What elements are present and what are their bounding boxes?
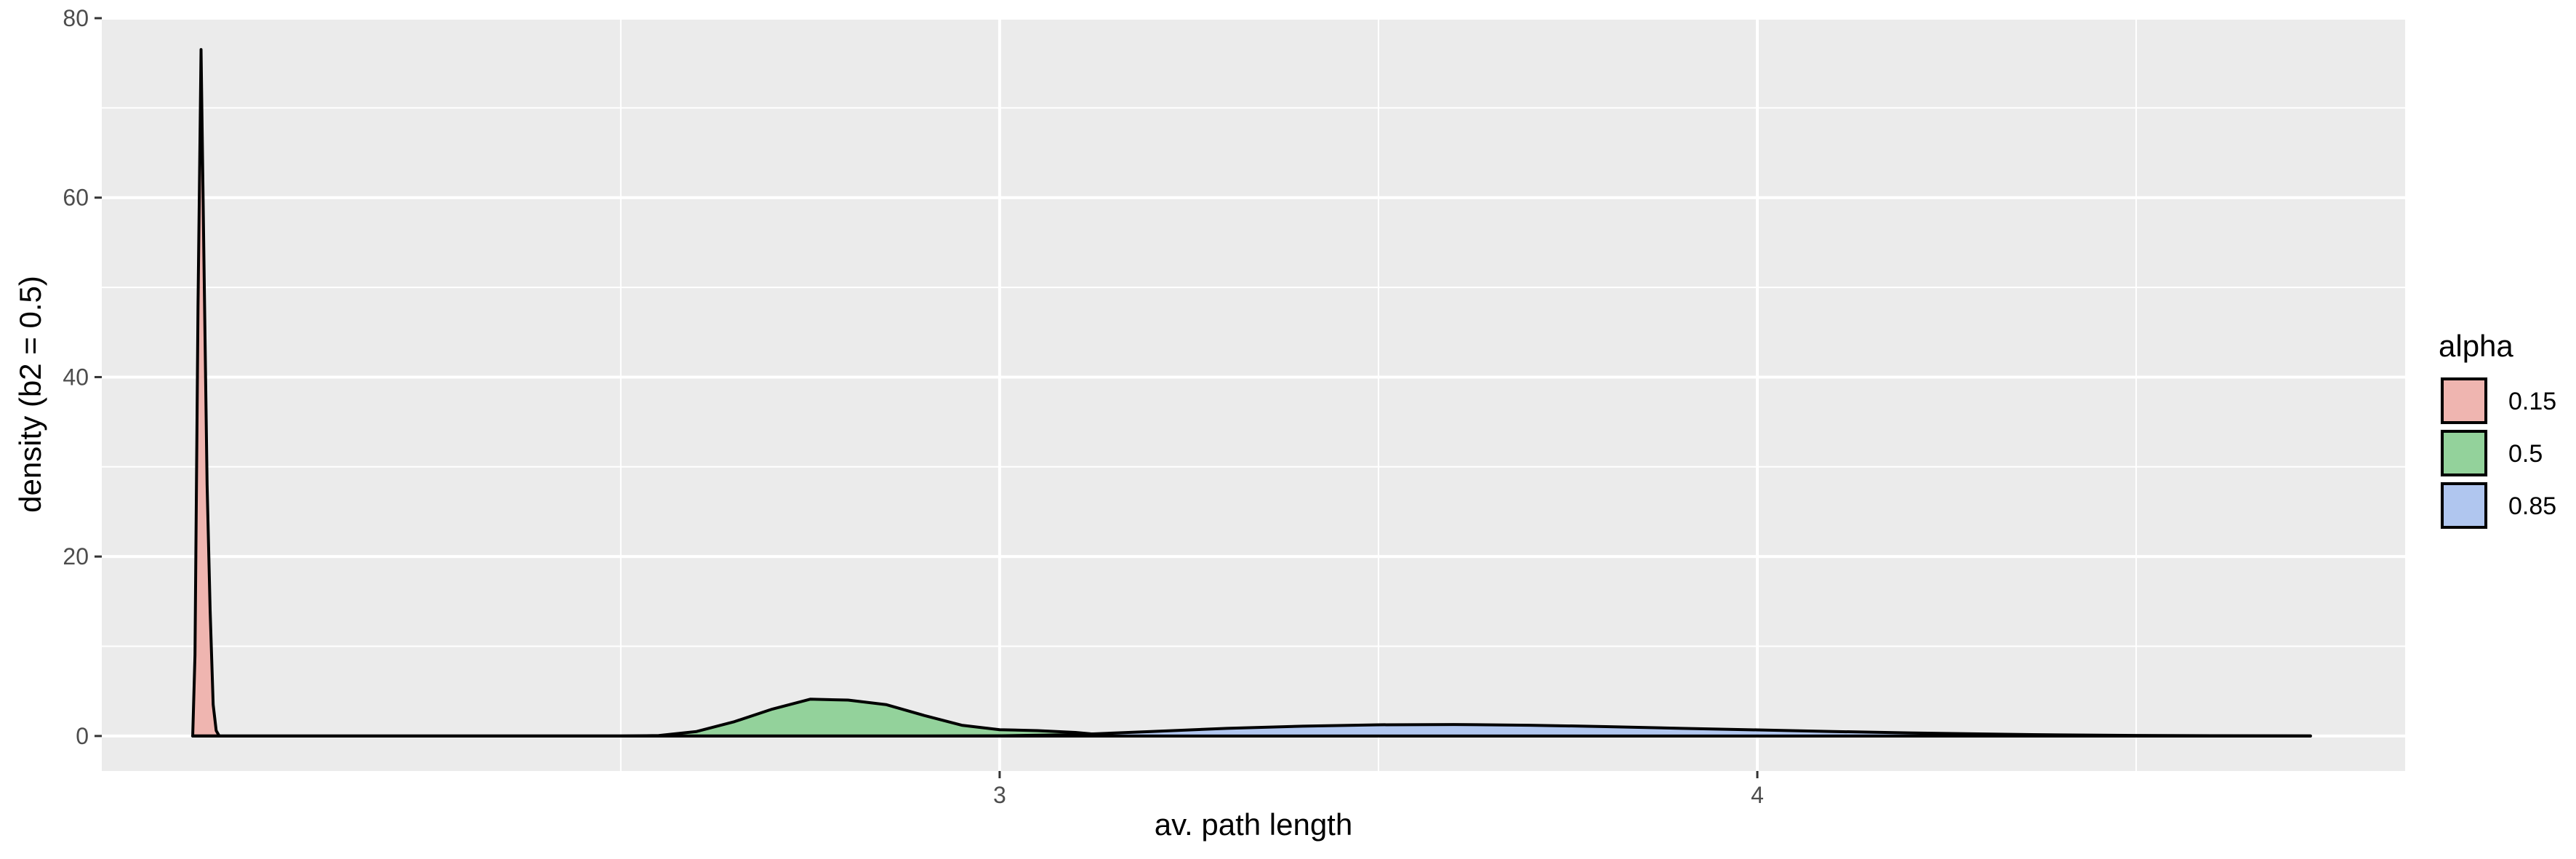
legend-swatch: [2441, 482, 2487, 529]
legend-item-0-5: 0.5: [2440, 429, 2543, 477]
legend-item-0-15: 0.15: [2440, 377, 2556, 425]
axis-ticks: [95, 17, 1759, 778]
legend-title: alpha: [2439, 329, 2513, 363]
legend-label: 0.5: [2508, 440, 2543, 468]
density-areas: [191, 48, 2312, 738]
legend-label: 0.15: [2508, 388, 2556, 415]
plot-panel: [102, 18, 2405, 771]
y-tick-label: 60: [63, 185, 89, 211]
x-tick-label: 3: [993, 782, 1006, 808]
y-tick-label: 80: [63, 5, 89, 31]
y-axis-title: density (b2 = 0.5): [13, 276, 47, 513]
y-tick-label: 20: [63, 543, 89, 570]
legend: alpha 0.15 0.5 0.85: [2439, 329, 2556, 530]
y-tick-labels: 0 20 40 60 80: [63, 5, 89, 749]
legend-item-0-85: 0.85: [2440, 482, 2556, 530]
y-tick-label: 0: [76, 723, 89, 749]
x-axis-title: av. path length: [1155, 807, 1352, 842]
legend-label: 0.85: [2508, 492, 2556, 520]
legend-items: 0.15 0.5 0.85: [2440, 377, 2556, 530]
legend-swatch: [2441, 377, 2487, 424]
density-area-0-85: [191, 723, 2312, 738]
y-tick-label: 40: [63, 364, 89, 390]
minor-gridlines: [102, 18, 2405, 771]
x-tick-label: 4: [1751, 782, 1764, 808]
legend-swatch: [2441, 430, 2487, 476]
